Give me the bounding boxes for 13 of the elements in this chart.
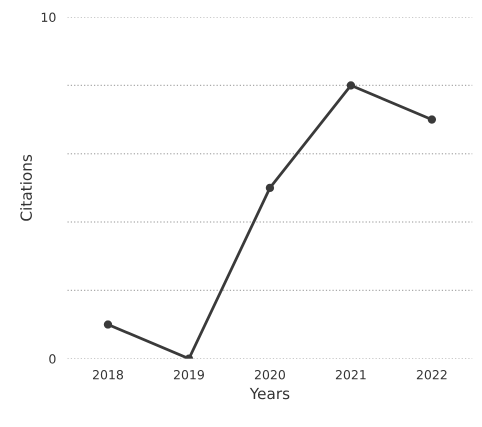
point [346, 81, 356, 90]
point [266, 184, 274, 192]
point [104, 320, 112, 329]
y-tick-label: 10 [42, 12, 56, 22]
x-tick-label: 2021 [336, 370, 366, 380]
y-axis-title: Citations [20, 154, 32, 221]
x-tick-label: 2022 [416, 370, 447, 380]
point [428, 115, 436, 124]
x-tick-label: 2019 [174, 370, 204, 380]
x-axis-title: Years [250, 388, 290, 400]
x-tick-label: 2018 [92, 370, 124, 380]
x-tick-label: 2020 [254, 370, 285, 380]
y-tick-label: 0 [49, 354, 56, 364]
